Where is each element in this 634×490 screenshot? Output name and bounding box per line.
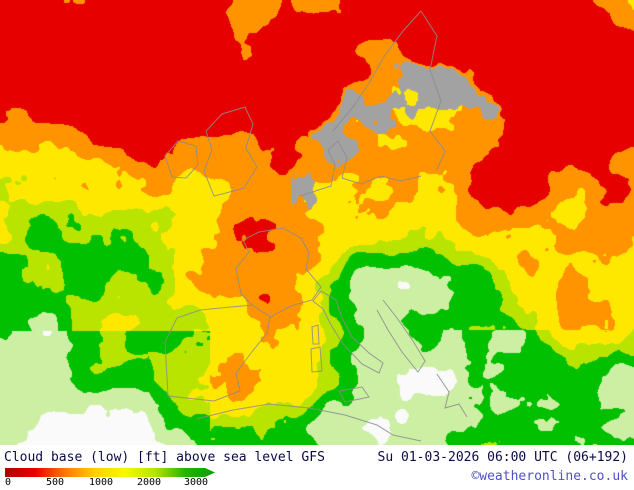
- legend-tick: 3000: [183, 477, 209, 488]
- legend-tick: 2000: [136, 477, 162, 488]
- legend-tick: 0: [4, 477, 12, 488]
- legend-ticks: 0 500 1000 2000 3000: [5, 477, 235, 490]
- map-area: [0, 0, 634, 445]
- legend-gradient: [5, 468, 215, 477]
- credit-link[interactable]: ©weatheronline.co.uk: [471, 469, 628, 484]
- valid-time: Su 01-03-2026 06:00 UTC (06+192): [377, 450, 628, 465]
- cloud-base-map-canvas: [0, 0, 634, 445]
- legend-tick: 500: [45, 477, 65, 488]
- map-title: Cloud base (low) [ft] above sea level GF…: [4, 450, 325, 465]
- legend-tick: 1000: [88, 477, 114, 488]
- legend-bar: Cloud base (low) [ft] above sea level GF…: [0, 445, 634, 490]
